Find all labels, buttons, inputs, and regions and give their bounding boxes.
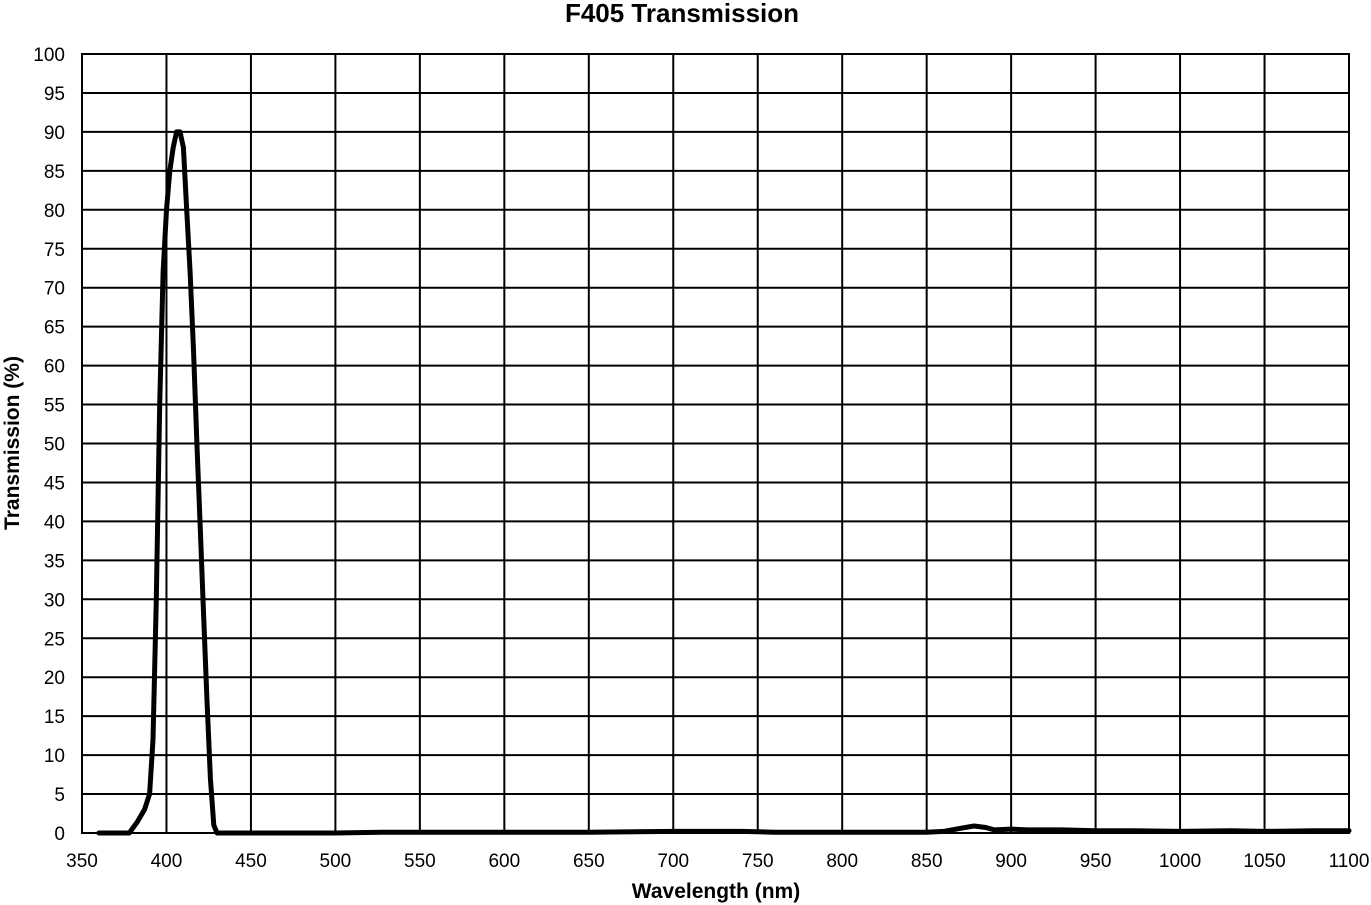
y-tick-label: 80 (44, 201, 65, 222)
y-tick-label: 50 (44, 435, 65, 456)
x-tick-label: 750 (742, 851, 774, 872)
series-line (96, 129, 1352, 836)
x-tick-label: 600 (488, 851, 520, 872)
x-tick-label: 1050 (1243, 851, 1285, 872)
y-tick-label: 70 (44, 279, 65, 300)
y-tick-label: 75 (44, 240, 65, 261)
x-tick-label: 850 (911, 851, 943, 872)
y-tick-label: 25 (44, 629, 65, 650)
x-tick-label: 800 (826, 851, 858, 872)
y-tick-label: 5 (54, 785, 65, 806)
y-tick-label: 10 (44, 746, 65, 767)
x-tick-label: 450 (235, 851, 267, 872)
y-tick-label: 0 (54, 824, 65, 845)
x-tick-label: 550 (404, 851, 436, 872)
y-tick-label: 65 (44, 318, 65, 339)
series-group (96, 129, 1352, 836)
x-tick-label: 350 (66, 851, 98, 872)
y-tick-labels: 0 5 10 15 20 25 30 35 40 45 50 55 60 65 70 75 80 85 90 95 10… (33, 45, 65, 845)
y-tick-label: 100 (33, 45, 65, 66)
x-tick-label: 1100 (1329, 851, 1370, 872)
x-tick-label: 700 (657, 851, 689, 872)
y-tick-label: 90 (44, 123, 65, 144)
y-axis-label: Transmission (%) (1, 356, 24, 530)
x-tick-label: 400 (151, 851, 183, 872)
y-tick-label: 40 (44, 512, 65, 533)
x-tick-label: 650 (573, 851, 605, 872)
y-tick-label: 30 (44, 590, 65, 611)
y-tick-label: 45 (44, 473, 65, 494)
x-tick-label: 500 (320, 851, 352, 872)
chart-title: F405 Transmission (565, 0, 799, 28)
x-tick-labels: 350 400 450 500 550 600 650 700 750 800 850 900 950 1… (66, 851, 1369, 872)
x-tick-label: 950 (1080, 851, 1112, 872)
y-tick-label: 20 (44, 668, 65, 689)
y-tick-label: 85 (44, 162, 65, 183)
y-tick-label: 15 (44, 707, 65, 728)
y-tick-label: 35 (44, 551, 65, 572)
x-axis-label: Wavelength (nm) (632, 880, 800, 903)
x-tick-label: 1000 (1159, 851, 1201, 872)
y-tick-label: 60 (44, 357, 65, 378)
grid (81, 53, 1350, 834)
y-tick-label: 55 (44, 396, 65, 417)
x-tick-label: 900 (995, 851, 1027, 872)
y-tick-label: 95 (44, 84, 65, 105)
